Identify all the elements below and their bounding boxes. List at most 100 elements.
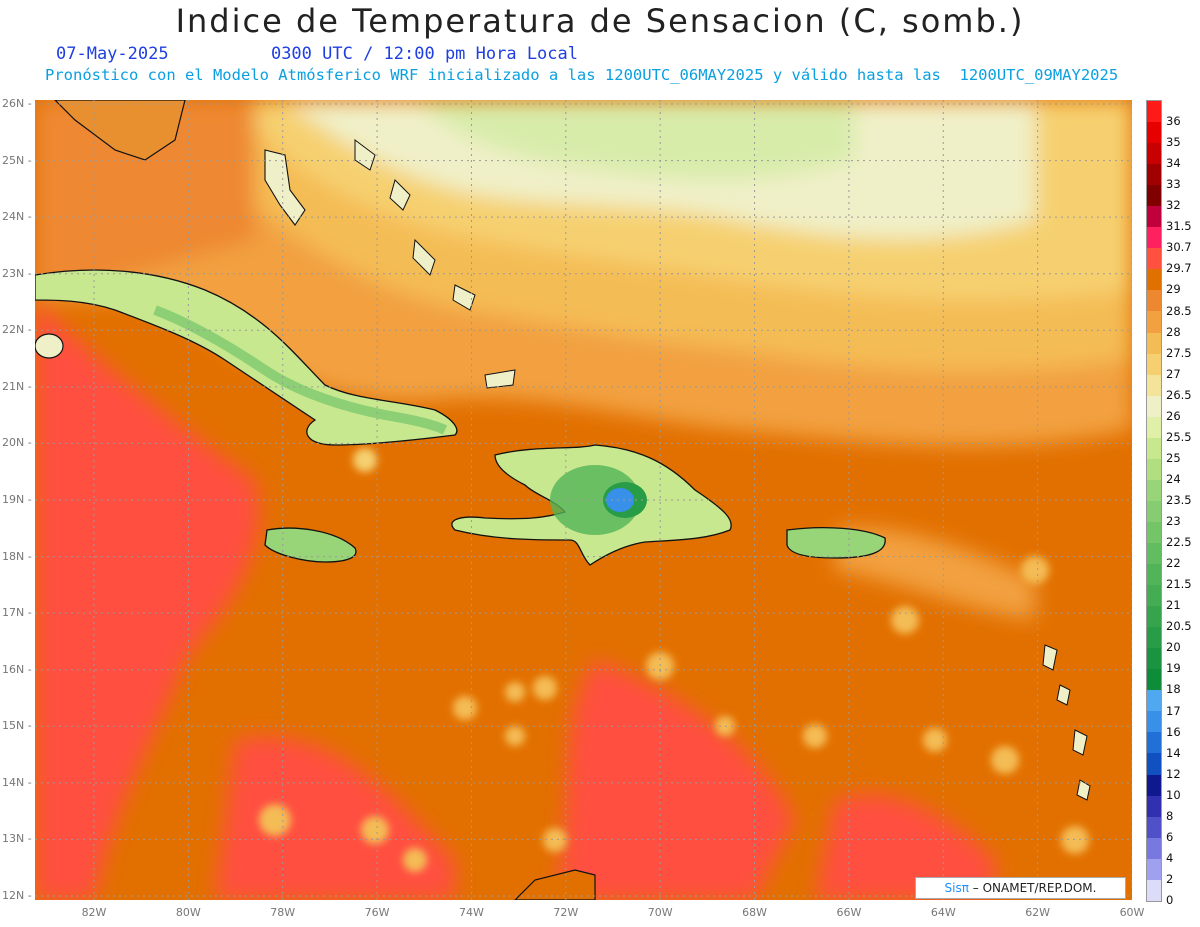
lon-label: 82W — [81, 906, 107, 919]
colorbar-segment — [1147, 816, 1161, 838]
colorbar-segment — [1147, 269, 1161, 291]
colorbar-segment — [1147, 479, 1161, 501]
lat-label: 23N - — [2, 266, 32, 280]
land-masses — [35, 100, 1091, 900]
forecast-time: 0300 UTC / 12:00 pm Hora Local — [270, 44, 578, 64]
colorbar-segment — [1147, 585, 1161, 607]
lon-label: 60W — [1119, 906, 1145, 919]
colorbar-segment — [1147, 879, 1161, 901]
lat-label: 13N - — [2, 832, 32, 846]
colorbar-tick-label: 29 — [1166, 282, 1181, 297]
colorbar-tick-label: 28.5 — [1166, 303, 1192, 318]
colorbar-segment — [1147, 732, 1161, 754]
colorbar-segment — [1147, 774, 1161, 796]
colorbar-tick-label: 28 — [1166, 324, 1181, 339]
florida-land — [54, 100, 186, 161]
colorbar-tick-label: 8 — [1166, 808, 1174, 823]
colorbar-segment — [1147, 248, 1161, 270]
colorbar-tick-label: 33 — [1166, 177, 1181, 192]
colorbar-tick-label: 29.7 — [1166, 261, 1192, 276]
colorbar-tick-label: 25 — [1166, 450, 1181, 465]
colorbar-tick-label: 20.5 — [1166, 619, 1192, 634]
forecast-date-time: 07-May-2025 0300 UTC / 12:00 pm Hora Loc… — [56, 44, 578, 64]
colorbar-segment — [1147, 164, 1161, 186]
colorbar-tick-label: 14 — [1166, 745, 1181, 760]
colorbar-segment — [1147, 500, 1161, 522]
colorbar-tick-label: 18 — [1166, 682, 1181, 697]
colorbar-segment — [1147, 227, 1161, 249]
colorbar-tick-label: 12 — [1166, 766, 1181, 781]
temperature-field — [35, 100, 1132, 900]
credit-org: – ONAMET/REP.DOM. — [972, 881, 1097, 895]
lat-label: 16N - — [2, 662, 32, 676]
credit-box: Sisπ – ONAMET/REP.DOM. — [915, 877, 1126, 899]
lon-label: 80W — [175, 906, 201, 919]
lon-label: 68W — [742, 906, 767, 919]
colorbar-segment — [1147, 458, 1161, 480]
colorbar-segment — [1147, 290, 1161, 312]
colorbar-tick-label: 16 — [1166, 724, 1181, 739]
lon-label: 70W — [647, 906, 673, 919]
lat-label: 17N - — [2, 606, 32, 620]
colorbar-segment — [1147, 395, 1161, 417]
colorbar-segment — [1147, 374, 1161, 396]
colorbar-tick-label: 22.5 — [1166, 535, 1192, 550]
colorbar-segment — [1147, 669, 1161, 691]
lat-label: 19N - — [2, 493, 32, 506]
lon-label: 78W — [270, 906, 296, 919]
colorbar-tick-label: 4 — [1166, 850, 1174, 865]
colorbar-segment — [1147, 795, 1161, 817]
lon-label: 74W — [459, 906, 484, 919]
colorbar-tick-label: 30.7 — [1166, 240, 1192, 255]
colorbar-segment — [1147, 521, 1161, 543]
lat-label: 12N - — [2, 889, 32, 902]
colorbar — [1146, 100, 1162, 902]
colorbar-segment — [1147, 606, 1161, 628]
colorbar-segment — [1147, 437, 1161, 459]
colorbar-tick-label: 22 — [1166, 556, 1181, 571]
colorbar-segment — [1147, 711, 1161, 733]
colorbar-tick-label: 26 — [1166, 408, 1181, 423]
lat-label: 21N - — [2, 379, 32, 393]
map-plot — [35, 100, 1132, 900]
colorbar-tick-label: 27.5 — [1166, 345, 1192, 360]
colorbar-tick-label: 6 — [1166, 829, 1174, 844]
lon-label: 62W — [1025, 906, 1051, 919]
colorbar-tick-label: 24 — [1166, 471, 1181, 486]
lat-label: 24N - — [2, 210, 32, 224]
colorbar-tick-label: 21 — [1166, 598, 1181, 613]
colorbar-tick-label: 10 — [1166, 787, 1181, 802]
colorbar-tick-label: 21.5 — [1166, 577, 1192, 592]
lat-label: 22N - — [2, 323, 32, 337]
colorbar-tick-label: 26.5 — [1166, 387, 1192, 402]
jamaica-land — [264, 527, 357, 563]
lat-label: 14N - — [2, 775, 32, 789]
colorbar-tick-label: 35 — [1166, 135, 1181, 150]
sis-logo-text: Sisπ — [944, 881, 969, 895]
colorbar-tick-label: 0 — [1166, 893, 1174, 907]
lat-label: 15N - — [2, 719, 32, 733]
colorbar-tick-label: 31.5 — [1166, 219, 1192, 234]
colorbar-tick-label: 17 — [1166, 703, 1181, 718]
lat-label: 18N - — [2, 549, 32, 563]
colorbar-segment — [1147, 206, 1161, 228]
grid-lines — [35, 100, 1132, 900]
colorbar-tick-label: 20 — [1166, 640, 1181, 655]
colorbar-segment — [1147, 542, 1161, 565]
colorbar-tick-label: 23 — [1166, 514, 1181, 529]
colorbar-segment — [1147, 416, 1161, 438]
colorbar-segment — [1147, 332, 1161, 354]
colorbar-tick-label: 19 — [1166, 661, 1181, 676]
model-info: Pronóstico con el Modelo Atmósferico WRF… — [45, 66, 1119, 84]
colorbar-segment — [1147, 753, 1161, 775]
lat-label: 26N - — [2, 97, 32, 110]
puerto-rico-land — [786, 527, 886, 559]
colorbar-segment — [1147, 690, 1161, 712]
colorbar-segment — [1147, 143, 1161, 165]
colorbar-tick-label: 23.5 — [1166, 493, 1192, 507]
colorbar-tick-label: 34 — [1166, 156, 1181, 171]
south-america-coast — [514, 869, 596, 900]
lat-label: 20N - — [2, 436, 32, 450]
colorbar-segment — [1147, 101, 1161, 123]
lon-label: 76W — [364, 906, 390, 919]
